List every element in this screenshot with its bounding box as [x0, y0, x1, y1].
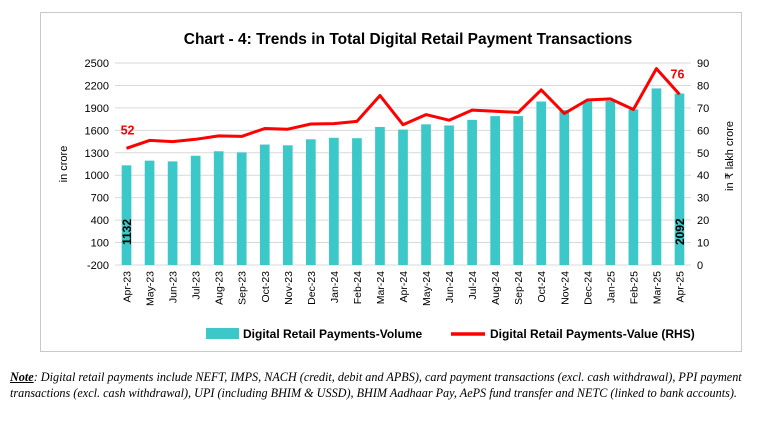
line-value-label: 76: [671, 67, 685, 81]
volume-bar: [375, 126, 385, 265]
x-tick-label: Jan-24: [329, 271, 341, 303]
x-tick-label: Feb-25: [628, 271, 640, 304]
volume-bar: [536, 101, 547, 265]
bar-value-label: 1132: [120, 219, 134, 245]
y-right-tick-label: 20: [697, 215, 709, 227]
x-tick-label: Nov-23: [283, 271, 295, 305]
x-tick-label: Dec-24: [582, 271, 594, 305]
y-right-tick-label: 70: [697, 103, 709, 115]
x-tick-label: Feb-24: [352, 271, 364, 304]
y-right-tick-label: 40: [697, 170, 709, 182]
y-right-tick-label: 30: [697, 193, 709, 205]
x-tick-label: Aug-23: [214, 271, 226, 305]
y-left-tick-label: 700: [91, 193, 109, 205]
volume-bar: [490, 116, 500, 265]
volume-bar: [236, 152, 247, 265]
chart-note: Note: Digital retail payments include NE…: [10, 370, 762, 401]
volume-bar: [628, 109, 639, 265]
x-tick-label: May-23: [145, 271, 157, 306]
y-left-tick-label: 1300: [85, 148, 109, 160]
x-tick-label: Apr-24: [398, 271, 410, 303]
x-tick-label: Apr-23: [122, 271, 134, 303]
volume-bar: [121, 165, 132, 265]
legend-volume-label: Digital Retail Payments-Volume: [243, 327, 422, 341]
chart-container: Chart - 4: Trends in Total Digital Retai…: [40, 12, 742, 352]
y-right-tick-label: 60: [697, 125, 709, 137]
chart-title: Chart - 4: Trends in Total Digital Retai…: [184, 31, 632, 48]
y-left-tick-label: 100: [91, 238, 109, 250]
volume-bar: [674, 93, 685, 265]
volume-bar: [582, 101, 593, 266]
value-line: [126, 67, 681, 150]
x-tick-label: Jul-23: [191, 271, 203, 300]
volume-bar: [398, 129, 408, 265]
volume-bar: [144, 160, 155, 265]
volume-bar: [444, 125, 454, 265]
volume-bar: [259, 144, 270, 265]
volume-bar: [651, 88, 662, 265]
volume-bar: [352, 138, 362, 265]
y-left-tick-label: 1900: [85, 103, 109, 115]
legend-value-label: Digital Retail Payments-Value (RHS): [490, 327, 695, 341]
volume-bar: [513, 116, 524, 265]
y-right-tick-label: 0: [697, 260, 703, 272]
y-left-tick-label: 1600: [85, 125, 109, 137]
y-left-tick-label: -200: [87, 260, 109, 272]
bar-value-label: 2092: [673, 218, 687, 245]
volume-bar: [282, 145, 293, 265]
line-value-label: 52: [121, 123, 135, 137]
volume-bar: [167, 161, 178, 265]
y-left-tick-label: 400: [91, 215, 109, 227]
x-tick-label: Aug-24: [490, 271, 502, 305]
y-right-tick-label: 90: [697, 58, 709, 70]
y-left-axis-label: in crore: [58, 146, 70, 183]
volume-bar: [190, 155, 201, 265]
volume-bar: [605, 100, 616, 265]
volume-bar: [467, 119, 477, 266]
x-tick-label: Jun-23: [168, 271, 180, 303]
x-tick-label: Mar-25: [651, 271, 663, 304]
y-right-tick-label: 80: [697, 80, 709, 92]
y-left-tick-label: 1000: [85, 170, 109, 182]
volume-bar: [306, 139, 316, 265]
x-tick-label: Oct-24: [536, 271, 548, 303]
y-right-tick-label: 50: [697, 148, 709, 160]
y-left-tick-label: 2200: [85, 80, 109, 92]
x-tick-label: May-24: [421, 271, 433, 306]
volume-bar: [421, 124, 431, 265]
x-tick-label: Jan-25: [605, 271, 617, 303]
x-tick-label: Nov-24: [559, 271, 571, 305]
x-tick-label: Sep-24: [513, 271, 525, 305]
volume-bar: [559, 110, 570, 265]
x-tick-label: Oct-23: [260, 271, 272, 303]
legend-volume-swatch: [206, 328, 239, 339]
note-label: Note: [10, 370, 34, 384]
x-tick-label: Sep-23: [237, 271, 249, 305]
x-tick-label: Mar-24: [375, 271, 387, 304]
volume-bar: [329, 137, 339, 265]
x-tick-label: Dec-23: [306, 271, 318, 305]
x-tick-label: Jun-24: [444, 271, 456, 303]
note-text: : Digital retail payments include NEFT, …: [10, 370, 742, 400]
x-tick-label: Apr-25: [674, 271, 686, 303]
y-right-axis-label: in ₹ lakh crore: [724, 121, 736, 191]
y-right-tick-label: 10: [697, 238, 709, 250]
chart-svg: Chart - 4: Trends in Total Digital Retai…: [58, 31, 736, 341]
y-left-tick-label: 2500: [85, 58, 109, 70]
x-tick-label: Jul-24: [467, 271, 479, 300]
volume-bar: [213, 151, 224, 265]
